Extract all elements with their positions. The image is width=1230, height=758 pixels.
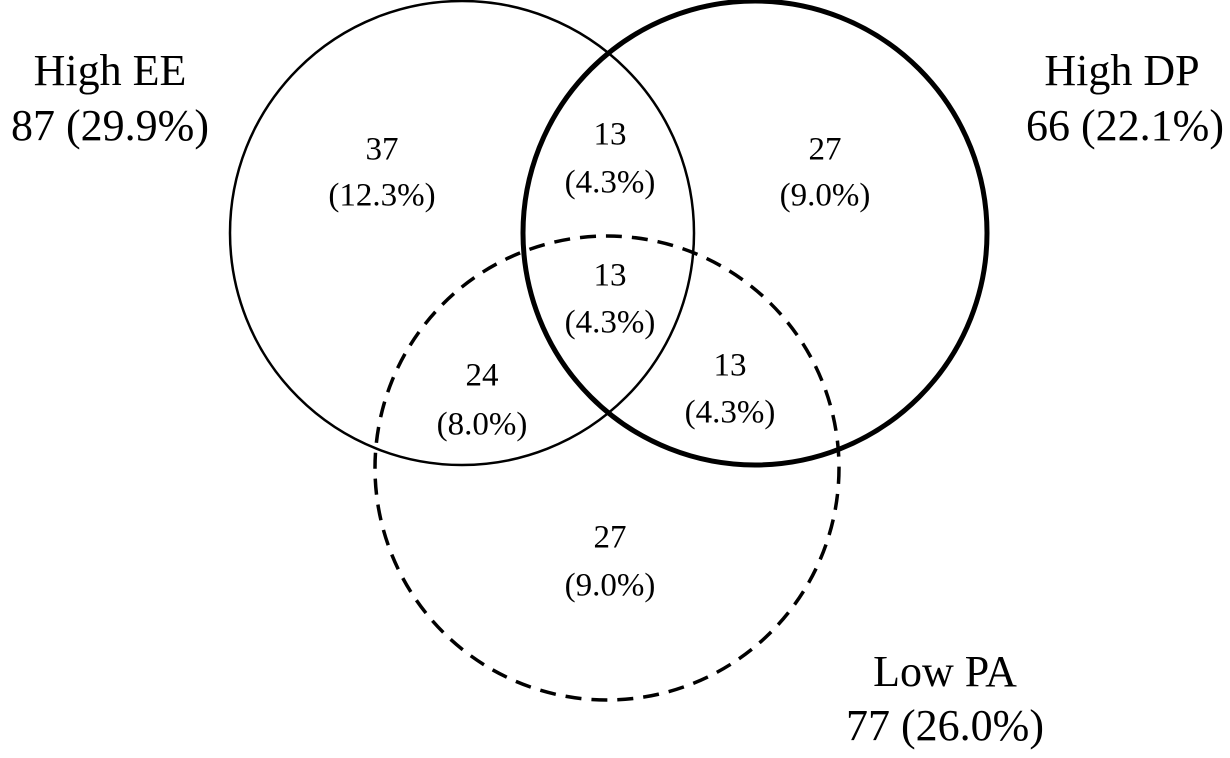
set-circle <box>520 0 990 468</box>
set-name: High DP <box>1044 46 1199 95</box>
set-circle <box>228 0 696 467</box>
set-total: 77 (26.0%) <box>846 701 1044 750</box>
set-circle <box>373 234 841 702</box>
region-percent: (4.3%) <box>565 305 656 341</box>
set-name: Low PA <box>873 647 1017 696</box>
region-percent: (9.0%) <box>565 568 656 604</box>
region-count: 37 <box>366 132 399 168</box>
region-percent: (8.0%) <box>437 407 528 443</box>
set-total: 87 (29.9%) <box>11 101 209 150</box>
region-count: 13 <box>714 348 747 384</box>
region-percent: (12.3%) <box>328 178 435 214</box>
region-count: 13 <box>594 117 627 153</box>
region-percent: (4.3%) <box>565 165 656 201</box>
region-count: 24 <box>466 358 499 394</box>
region-count: 27 <box>594 520 627 556</box>
set-name: High EE <box>34 46 187 95</box>
region-percent: (4.3%) <box>685 395 776 431</box>
set-total: 66 (22.1%) <box>1026 101 1224 150</box>
region-count: 27 <box>809 132 842 168</box>
region-percent: (9.0%) <box>780 178 871 214</box>
region-count: 13 <box>594 258 627 294</box>
